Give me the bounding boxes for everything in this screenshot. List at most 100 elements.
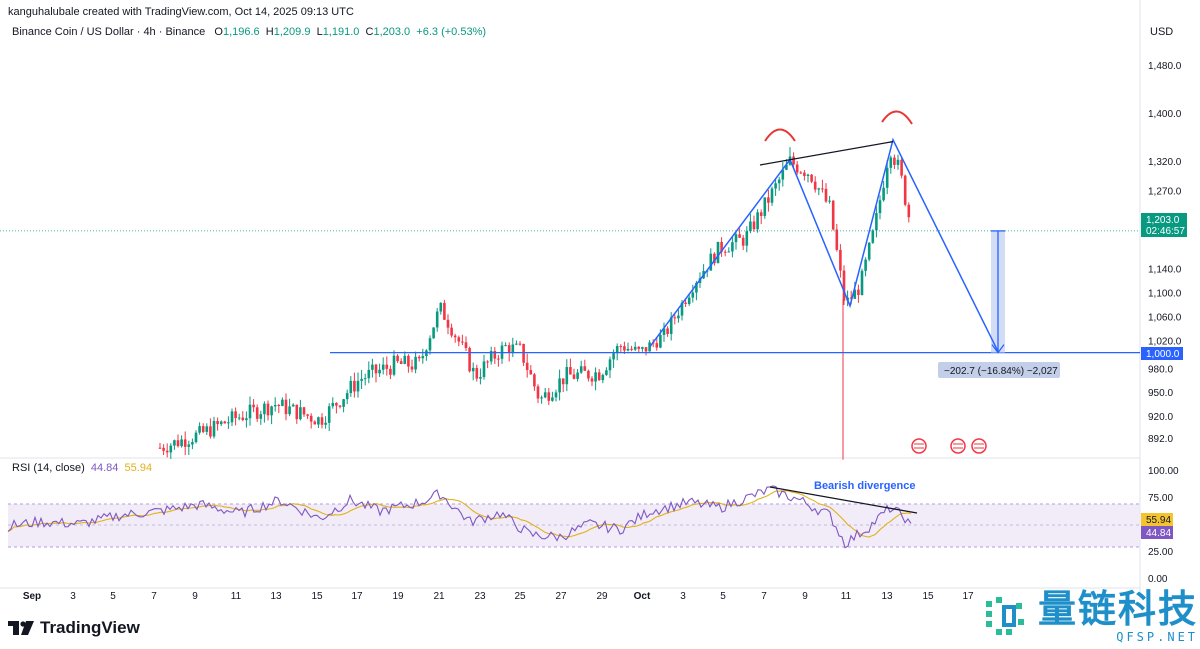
rsi-ma-tag (1141, 513, 1173, 526)
candle-body (749, 221, 752, 232)
candle-body (356, 380, 360, 392)
candle-body (842, 270, 846, 301)
candle-body (482, 361, 486, 378)
price-tick: 920.0 (1148, 412, 1173, 423)
candle-body (540, 397, 543, 399)
candle-body (173, 440, 176, 446)
candle-body (198, 426, 201, 433)
divergence-label: Bearish divergence (814, 480, 916, 492)
time-tick: 9 (802, 591, 808, 602)
us-event-flags[interactable] (911, 438, 987, 454)
candle-body (255, 407, 259, 419)
candle-body (792, 156, 795, 165)
candle-body (565, 367, 569, 385)
candle-body (457, 337, 461, 342)
candle-body (169, 445, 173, 453)
time-tick: 15 (922, 591, 934, 602)
us-flag-icon[interactable] (971, 438, 987, 454)
candle-body (335, 402, 338, 406)
candle-body (601, 374, 605, 381)
candle-body (417, 356, 421, 359)
candle-body (324, 422, 327, 425)
candle-body (536, 386, 540, 399)
time-tick: 11 (231, 591, 242, 602)
candle-body (299, 407, 302, 420)
candle-body (867, 242, 871, 260)
candle-body (857, 289, 860, 296)
candle-body (677, 315, 680, 319)
price-tick: 1,140.0 (1148, 265, 1182, 276)
candle-body (547, 392, 551, 401)
price-tick: 892.0 (1148, 434, 1173, 445)
candle-body (497, 358, 500, 360)
measure-box (938, 362, 1060, 378)
candle-body (327, 406, 331, 423)
candle-body (522, 343, 525, 363)
candle-body (245, 418, 248, 421)
candle-body (493, 351, 497, 359)
candle-body (309, 415, 313, 422)
symbol-title[interactable]: Binance Coin / US Dollar · 4h · Binance (12, 26, 206, 38)
candle-body (504, 345, 507, 347)
candle-body (392, 355, 396, 375)
candle-body (158, 447, 162, 449)
time-tick: 9 (192, 591, 198, 602)
candle-body (295, 404, 299, 420)
candle-body (471, 367, 475, 372)
time-tick: 25 (514, 591, 526, 602)
candle-body (723, 251, 727, 253)
support-price: 1,000.0 (1146, 349, 1180, 360)
price-tick: 950.0 (1148, 388, 1173, 399)
candle-body (353, 380, 356, 392)
candle-body (461, 341, 464, 343)
candle-body (803, 172, 806, 176)
candle-body (518, 343, 522, 345)
candle-body (608, 359, 612, 371)
low-value: 1,191.0 (322, 26, 360, 38)
high-value: 1,209.9 (273, 26, 311, 38)
candle-body (291, 404, 295, 407)
candle-body (345, 393, 349, 400)
candle-body (716, 241, 720, 264)
time-tick: 3 (680, 591, 686, 602)
candle-body (587, 370, 590, 379)
candle-body (828, 200, 831, 202)
tradingview-logo[interactable]: TradingView (8, 618, 140, 638)
candle-body (612, 353, 615, 360)
time-tick: 3 (70, 591, 76, 602)
rsi-legend[interactable]: RSI (14, close) 44.84 55.94 (12, 462, 152, 474)
attribution: kanguhalubale created with TradingView.c… (8, 6, 354, 18)
candle-body (331, 402, 335, 407)
candle-body (187, 444, 191, 447)
time-tick: 27 (555, 591, 567, 602)
candle-body (479, 377, 482, 379)
us-flag-icon[interactable] (911, 438, 927, 454)
rsi-ma-line (7, 490, 912, 538)
time-tick: 5 (720, 591, 726, 602)
candle-body (450, 327, 453, 336)
candle-body (162, 447, 165, 451)
candle-body (817, 188, 821, 190)
candle-body (252, 404, 255, 408)
candle-body (511, 344, 515, 353)
price-tick: 1,100.0 (1148, 289, 1182, 300)
candle-body (882, 187, 885, 201)
candle-body (212, 420, 216, 437)
us-flag-icon[interactable] (950, 438, 966, 454)
rsi-value-tag-text: 44.84 (1146, 528, 1171, 539)
time-tick: 21 (433, 591, 445, 602)
candle-body (864, 259, 867, 271)
candle-body (637, 346, 641, 349)
candle-body (216, 420, 219, 425)
candle-body (432, 327, 435, 339)
candle-body (389, 368, 392, 375)
candle-body (367, 369, 371, 379)
candle-body (551, 397, 554, 401)
candle-body (180, 439, 183, 447)
candle-body (849, 297, 853, 299)
candle-body (759, 212, 763, 216)
candle-body (673, 317, 677, 319)
candle-body (219, 421, 223, 425)
